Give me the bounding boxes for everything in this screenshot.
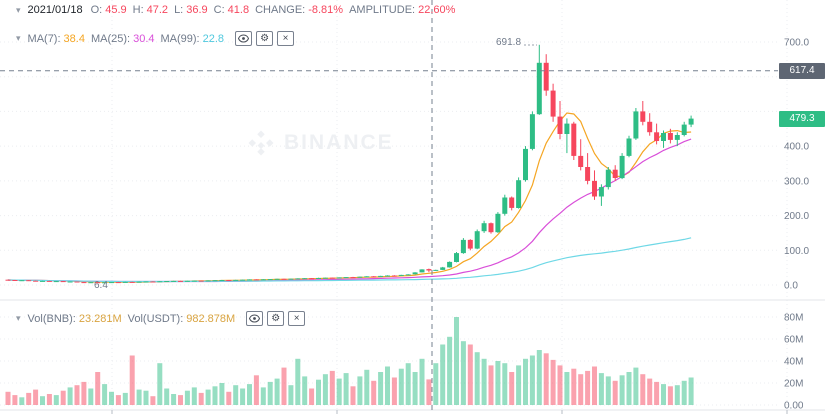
vol-bnb-label: Vol(BNB): xyxy=(27,312,76,325)
eye-icon xyxy=(249,314,261,323)
change-value: -8.81% xyxy=(308,4,344,16)
ma25-value: 30.4 xyxy=(133,32,155,45)
low-label: L: xyxy=(174,4,184,16)
close-glyph: × xyxy=(282,32,289,44)
ma-indicator-bar: ▾ MA(7): 38.4 MA(25): 30.4 MA(99): 22.8 ⚙ × xyxy=(16,31,295,46)
ohlc-collapse-caret-icon[interactable]: ▾ xyxy=(16,4,21,15)
ma-gear-icon[interactable]: ⚙ xyxy=(256,31,274,46)
svg-text:80M: 80M xyxy=(784,313,803,324)
svg-text:100.0: 100.0 xyxy=(784,246,809,257)
ma7-label: MA(7): xyxy=(27,32,61,45)
candle-date: 2021/01/18 xyxy=(27,4,83,16)
high-value: 47.2 xyxy=(146,4,169,16)
low-value: 36.9 xyxy=(186,4,208,16)
ma99-value: 22.8 xyxy=(202,32,225,45)
volume-indicator-controls: ⚙ × xyxy=(246,311,306,326)
ma-indicator-controls: ⚙ × xyxy=(235,31,295,46)
gear-glyph: ⚙ xyxy=(260,32,270,44)
low-price-label: 6.4 xyxy=(94,280,108,291)
gear-glyph: ⚙ xyxy=(271,312,281,324)
candlesticks xyxy=(5,44,694,284)
svg-text:300.0: 300.0 xyxy=(784,176,809,187)
ma-lines xyxy=(7,112,692,283)
vol-collapse-caret-icon[interactable]: ▾ xyxy=(16,313,21,323)
high-label: H: xyxy=(132,4,144,16)
watermark-text: BINANCE xyxy=(284,131,394,154)
last-price-badge: 479.3 xyxy=(779,111,825,127)
volume-bars xyxy=(5,317,694,405)
open-label: O: xyxy=(90,4,103,16)
svg-text:0.0: 0.0 xyxy=(784,281,798,292)
change-label: CHANGE: xyxy=(255,4,306,16)
binance-watermark: BINANCE xyxy=(246,128,394,158)
open-value: 45.9 xyxy=(105,4,127,16)
ma25-label: MA(25): xyxy=(90,32,131,45)
svg-text:0.00: 0.00 xyxy=(784,401,804,412)
ma7-value: 38.4 xyxy=(63,32,85,45)
binance-logo-icon xyxy=(248,130,274,156)
ma-close-icon[interactable]: × xyxy=(277,31,295,46)
peak-price-label: 691.8 xyxy=(496,37,522,48)
close-glyph: × xyxy=(293,312,300,324)
svg-text:700.0: 700.0 xyxy=(784,38,809,49)
ohlc-info-bar: ▾ 2021/01/18 O: 45.9 H: 47.2 L: 36.9 C: 41.8… xyxy=(16,4,455,16)
vol-eye-icon[interactable] xyxy=(246,311,264,326)
svg-text:200.0: 200.0 xyxy=(784,211,809,222)
amplitude-value: 22.60% xyxy=(418,4,456,16)
svg-text:60M: 60M xyxy=(784,335,803,346)
ma99-label: MA(99): xyxy=(160,32,200,45)
volume-indicator-bar: ▾ Vol(BNB): 23.281M Vol(USDT): 982.878M ⚙ … xyxy=(16,311,306,326)
vol-usdt-label: Vol(USDT): xyxy=(127,312,184,325)
svg-text:40M: 40M xyxy=(784,357,803,368)
vol-bnb-value: 23.281M xyxy=(78,312,122,325)
close-value: 41.8 xyxy=(227,4,250,16)
ma-eye-icon[interactable] xyxy=(235,31,253,46)
price-axis-labels: 700.0 400.0 300.0 200.0 100.0 0.0 xyxy=(784,38,809,292)
ma-collapse-caret-icon[interactable]: ▾ xyxy=(16,33,21,43)
close-label: C: xyxy=(213,4,225,16)
crosshair xyxy=(0,0,778,410)
amplitude-label: AMPLITUDE: xyxy=(349,4,416,16)
eye-icon xyxy=(238,34,250,43)
svg-text:400.0: 400.0 xyxy=(784,142,809,153)
vol-usdt-value: 982.878M xyxy=(186,312,236,325)
volume-axis-labels: 80M 60M 40M 20M 0.00 xyxy=(784,313,804,412)
crosshair-price-badge: 617.4 xyxy=(779,63,825,79)
svg-text:20M: 20M xyxy=(784,379,803,390)
vol-gear-icon[interactable]: ⚙ xyxy=(267,311,285,326)
vol-close-icon[interactable]: × xyxy=(288,311,306,326)
